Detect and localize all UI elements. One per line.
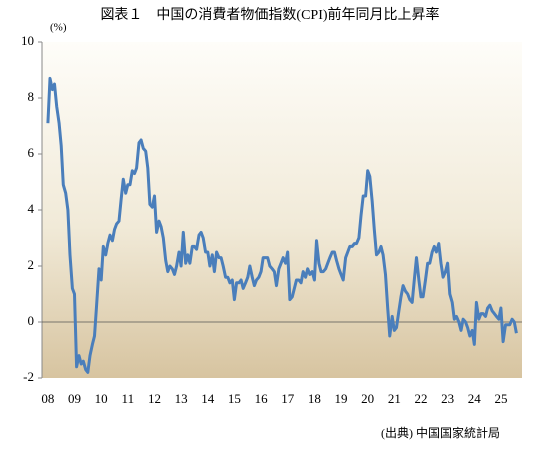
y-tick-label: 8 [28, 89, 35, 104]
chart-title: 図表１ 中国の消費者物価指数(CPI)前年同月比上昇率 [100, 6, 439, 23]
x-tick-label: 19 [335, 391, 348, 406]
x-tick-label: 22 [414, 391, 427, 406]
x-tick-label: 16 [255, 391, 269, 406]
x-tick-label: 08 [41, 391, 54, 406]
plot-area [42, 42, 522, 378]
x-tick-label: 15 [228, 391, 241, 406]
data-line [46, 76, 518, 374]
y-tick-label: 6 [28, 145, 35, 160]
x-tick-label: 09 [68, 391, 81, 406]
x-tick-label: 21 [388, 391, 401, 406]
x-tick-label: 13 [175, 391, 188, 406]
y-tick-label: -2 [23, 369, 34, 384]
x-tick-label: 20 [361, 391, 374, 406]
x-tick-label: 12 [148, 391, 161, 406]
x-tick-label: 10 [95, 391, 108, 406]
y-tick-label: 0 [28, 313, 35, 328]
x-tick-label: 24 [468, 391, 482, 406]
x-tick-label: 18 [308, 391, 321, 406]
x-tick-label: 23 [441, 391, 454, 406]
y-tick-label: 4 [28, 201, 35, 216]
x-tick-label: 11 [122, 391, 135, 406]
source-note: (出典) 中国国家統計局 [381, 425, 500, 440]
y-tick-label: 2 [28, 257, 35, 272]
y-tick-label: 10 [21, 33, 34, 48]
x-tick-label: 25 [494, 391, 507, 406]
x-tick-label: 14 [201, 391, 215, 406]
y-axis-label: (%) [50, 22, 67, 34]
x-tick-label: 17 [281, 391, 295, 406]
